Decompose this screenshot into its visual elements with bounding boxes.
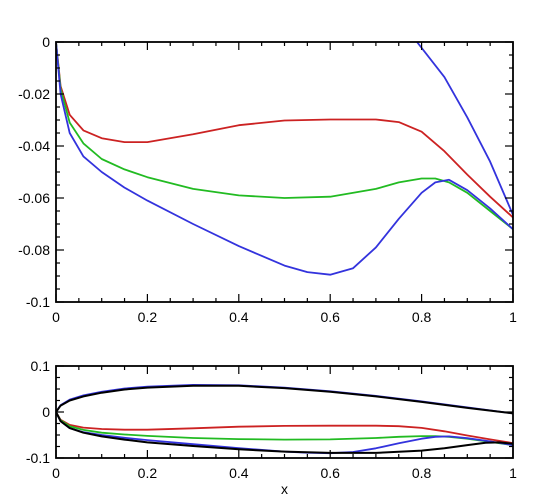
series-line-1 xyxy=(56,384,513,415)
y-tick-label: 0 xyxy=(42,404,50,420)
y-tick-label: -0.04 xyxy=(18,138,50,154)
series-group xyxy=(56,383,513,455)
x-tick-label: 0.4 xyxy=(229,309,249,325)
x-axis-label: x xyxy=(281,481,288,495)
series-group xyxy=(56,42,513,276)
series-line-2 xyxy=(56,411,513,445)
series-line-2 xyxy=(56,42,513,276)
lower-chart-panel: 0 0.2 0.4 0.6 0.8 10.10-0.1x xyxy=(26,358,517,495)
plot-frame xyxy=(55,41,514,303)
x-tick-label: 0 xyxy=(52,309,60,325)
x-tick-label: 0.4 xyxy=(229,465,249,481)
x-tick-label: 0.8 xyxy=(412,309,432,325)
x-tick-label: 0.8 xyxy=(412,465,432,481)
y-tick-label: 0.1 xyxy=(31,358,51,374)
y-tick-label: 0 xyxy=(42,34,50,50)
y-tick-label: -0.06 xyxy=(18,190,50,206)
y-tick-label: -0.1 xyxy=(26,294,50,310)
y-tick-label: -0.02 xyxy=(18,86,50,102)
series-line-3 xyxy=(416,42,513,216)
x-tick-label: 0.6 xyxy=(320,465,340,481)
x-tick-label: 1 xyxy=(509,309,517,325)
series-line-1 xyxy=(56,42,513,231)
series-line-5 xyxy=(56,411,513,454)
upper-chart-panel: 0 0.2 0.4 0.6 0.8 1 0 -0.02 -0.04 -0.06 -0.08 -0.1 xyxy=(18,34,517,325)
series-line-4 xyxy=(56,411,513,455)
y-tick-label: -0.08 xyxy=(18,242,50,258)
series-line-0 xyxy=(56,42,513,219)
x-tick-label: 0.2 xyxy=(138,465,158,481)
y-tick-label: -0.1 xyxy=(26,450,50,466)
x-tick-label: 0.2 xyxy=(138,309,158,325)
x-tick-label: 1 xyxy=(509,465,517,481)
x-tick-label: 0.6 xyxy=(320,309,340,325)
x-tick-label: 0 xyxy=(52,465,60,481)
plot-frame xyxy=(55,365,514,459)
